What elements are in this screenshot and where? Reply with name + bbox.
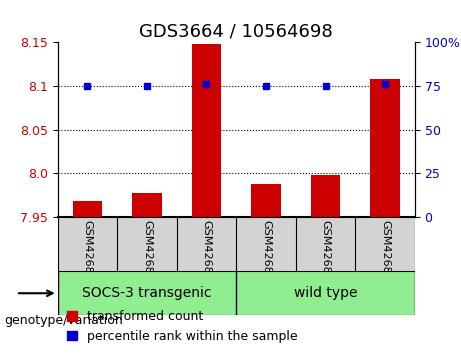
Text: GSM426843: GSM426843	[261, 219, 271, 287]
Bar	[72, 201, 102, 217]
Text: GSM426845: GSM426845	[380, 219, 390, 287]
Text: GSM426842: GSM426842	[201, 219, 212, 288]
Text: GSM426840: GSM426840	[83, 219, 92, 287]
Bar	[251, 184, 281, 217]
Text: genotype/variation: genotype/variation	[5, 314, 124, 327]
Text: GSM426844: GSM426844	[320, 219, 331, 288]
Text: SOCS-3 transgenic: SOCS-3 transgenic	[82, 286, 212, 300]
Bar	[192, 44, 221, 217]
Legend: transformed count, percentile rank within the sample: transformed count, percentile rank withi…	[62, 306, 302, 348]
Text: GSM426841: GSM426841	[142, 219, 152, 287]
Title: GDS3664 / 10564698: GDS3664 / 10564698	[139, 23, 333, 41]
Bar	[370, 79, 400, 217]
Bar	[132, 193, 162, 217]
Text: wild type: wild type	[294, 286, 357, 300]
Bar	[311, 175, 341, 217]
